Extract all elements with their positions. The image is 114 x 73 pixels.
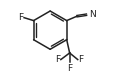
Text: F: F [66, 64, 72, 73]
Text: F: F [54, 55, 60, 64]
Text: F: F [18, 13, 23, 22]
Text: F: F [78, 55, 83, 64]
Text: N: N [89, 10, 95, 19]
